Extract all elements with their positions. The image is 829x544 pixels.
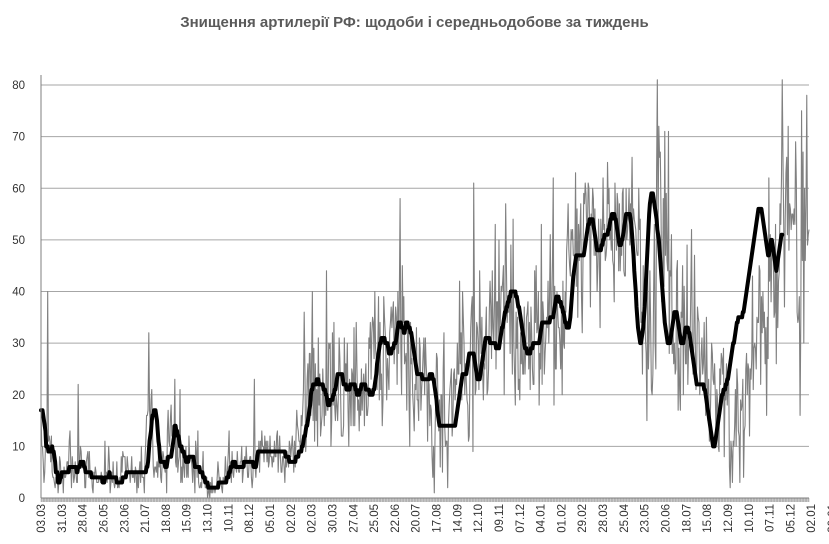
- x-tick-label: 12.10: [473, 504, 485, 533]
- x-tick-label: 14.09: [452, 504, 464, 533]
- y-tick-label: 0: [19, 493, 25, 505]
- x-tick-label: 23.05: [640, 504, 652, 533]
- x-tick-label: 28.03: [598, 504, 610, 533]
- x-tick-label: 07.11: [765, 504, 777, 532]
- x-tick-label: 17.08: [432, 504, 444, 533]
- x-tick-label: 28.04: [78, 503, 90, 532]
- weekly-average-line: [39, 191, 785, 490]
- x-tick-labels: 03.03 31.03 28.04 26.05 23.06 21.07 18.08 15.09…: [36, 503, 829, 532]
- x-tick-label: 20.07: [411, 504, 423, 533]
- x-tick-label: 04.01: [536, 504, 548, 533]
- y-tick-label: 80: [12, 80, 25, 92]
- x-tick-label: 15.08: [702, 504, 714, 533]
- x-tick-label: 21.07: [140, 504, 152, 533]
- x-tick-label: 10.10: [744, 504, 756, 533]
- weekly-series: [39, 191, 785, 490]
- x-tick-label: 08.12: [244, 504, 256, 533]
- y-tick-labels: 0 10 20 30 40 50 60 70 80: [12, 80, 25, 505]
- x-tick-label: 25.04: [619, 503, 631, 532]
- x-tick-label: 05.12: [785, 504, 797, 533]
- y-tick-label: 20: [12, 390, 25, 402]
- y-tick-label: 60: [12, 183, 25, 195]
- x-tick-label: 02.03: [307, 504, 319, 533]
- x-tick-label: 13.10: [203, 504, 215, 533]
- x-tick-label: 30.01: [827, 504, 829, 533]
- x-tick-label: 23.06: [119, 504, 131, 533]
- x-tick-label: 05.01: [265, 504, 277, 533]
- x-tick-label: 29.02: [577, 504, 589, 533]
- x-tick-label: 26.05: [98, 504, 110, 533]
- x-tick-label: 10.11: [223, 504, 235, 532]
- x-tick-label: 15.09: [182, 504, 194, 533]
- x-tick-label: 12.09: [723, 504, 735, 533]
- y-tick-label: 70: [12, 132, 25, 144]
- y-tick-label: 40: [12, 287, 25, 299]
- x-tick-label: 09.11: [494, 504, 506, 532]
- y-tick-label: 30: [12, 338, 25, 350]
- y-tick-label: 10: [12, 441, 25, 453]
- y-tick-label: 50: [12, 235, 25, 247]
- x-tick-label: 31.03: [57, 504, 69, 533]
- x-tick-label: 18.07: [681, 504, 693, 533]
- x-tick-label: 01.02: [556, 504, 568, 533]
- x-tick-label: 18.08: [161, 504, 173, 533]
- axes: [40, 75, 810, 502]
- x-tick-label: 02.01: [806, 504, 818, 533]
- x-tick-label: 30.03: [327, 504, 339, 533]
- x-tick-label: 27.04: [348, 503, 360, 532]
- x-tick-label: 22.06: [390, 504, 402, 533]
- x-tick-label: 25.05: [369, 504, 381, 533]
- chart-title: Знищення артилерії РФ: щодоби і середньо…: [180, 14, 649, 31]
- x-tick-label: 07.12: [515, 504, 527, 533]
- x-tick-label: 02.02: [286, 504, 298, 533]
- x-tick-label: 03.03: [36, 504, 48, 533]
- x-tick-label: 20.06: [661, 504, 673, 533]
